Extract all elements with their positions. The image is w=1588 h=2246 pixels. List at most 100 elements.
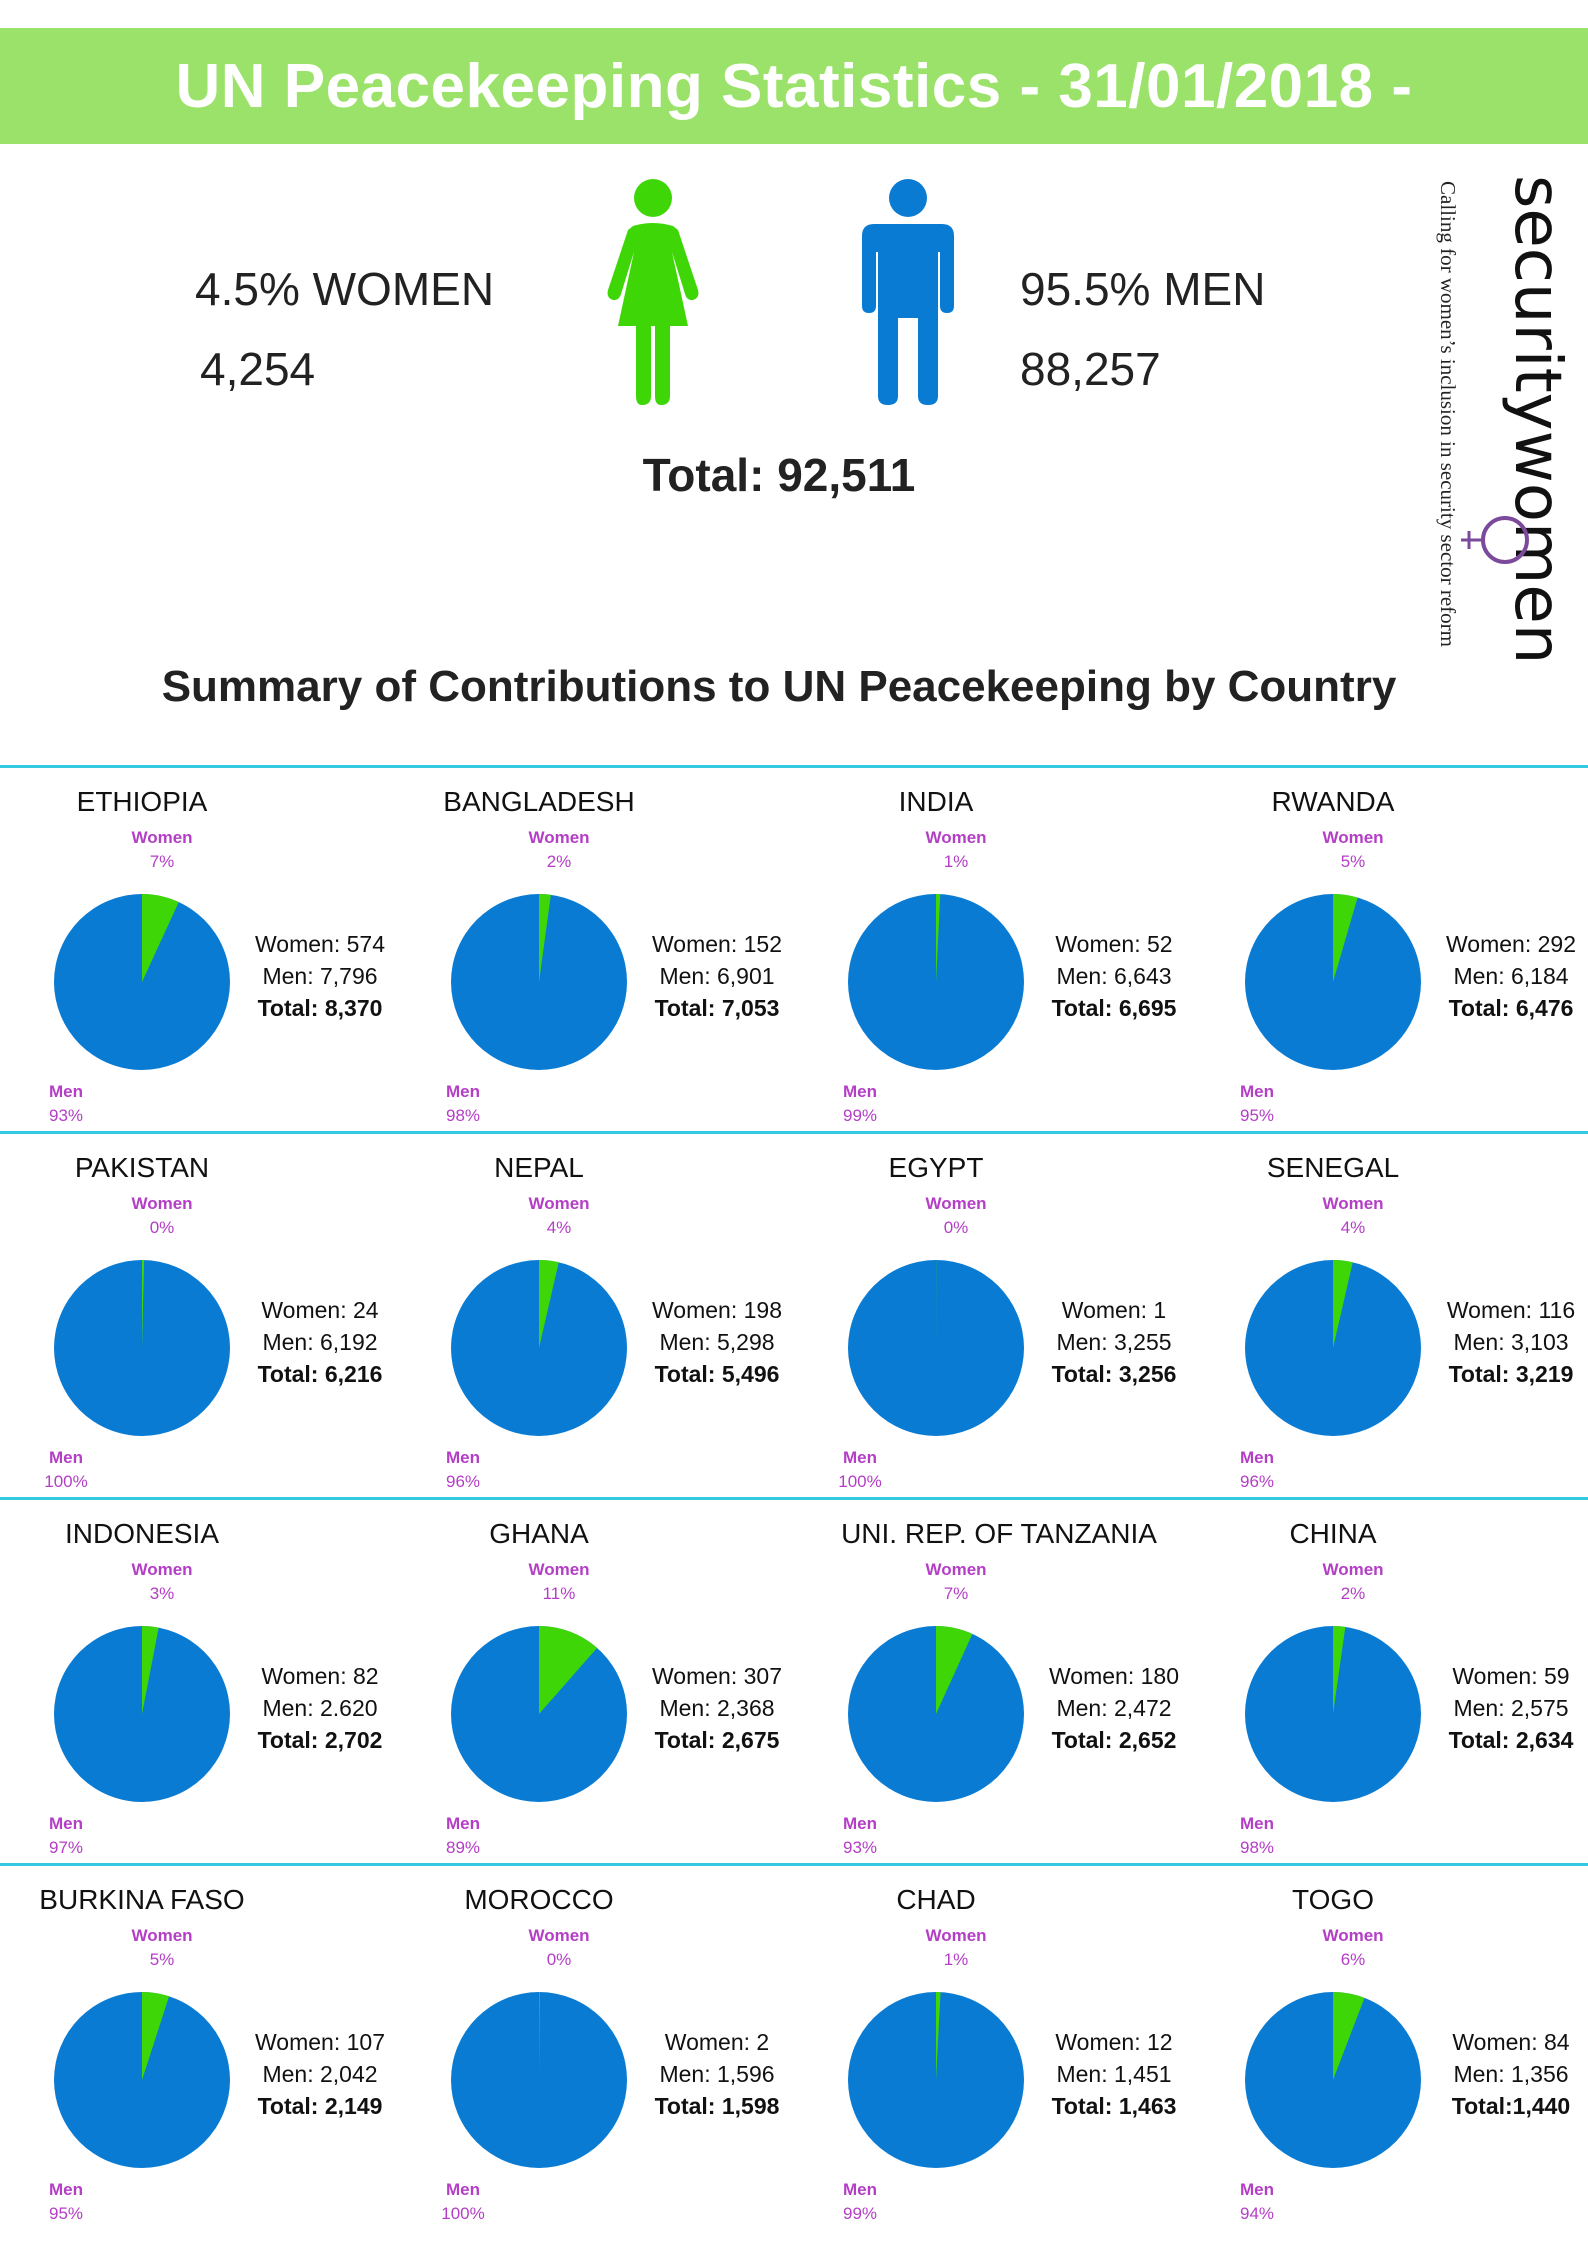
pie-chart (451, 1260, 627, 1436)
country-chart: PAKISTAN Women 0% Men 100% Women: 24 Men: 6,19… (0, 1134, 397, 1500)
total-count-text: Total: 2,652 (1051, 1727, 1177, 1753)
men-percent-label: 97% (48, 1838, 84, 1857)
row-divider (0, 1863, 1588, 1866)
women-label: Women (131, 1926, 193, 1945)
women-percent-label: 11% (542, 1584, 576, 1603)
total-count-text: Total: 2,634 (1448, 1727, 1574, 1753)
country-name: CHINA (1289, 1518, 1377, 1549)
country-counts: Women: 574 Men: 7,796 Total: 8,370 (250, 928, 390, 1024)
men-count-text: Men: 6,192 (262, 1329, 378, 1355)
total-count-text: Total: 8,370 (257, 995, 383, 1021)
country-name: BURKINA FASO (39, 1884, 245, 1915)
pie-slice-women (539, 1260, 559, 1348)
women-label: Women (925, 1560, 987, 1579)
pie-slice-women (936, 894, 941, 982)
men-percent-label: 95% (48, 2204, 84, 2223)
women-count-text: Women: 152 (652, 931, 782, 957)
pie-slice-women (539, 1626, 598, 1714)
men-count-text: Men: 2,042 (262, 2061, 378, 2087)
total-count-text: Total: 6,476 (1448, 995, 1574, 1021)
men-label: Men (843, 1814, 877, 1833)
summary-title: Summary of Contributions to UN Peacekeep… (161, 662, 1397, 711)
pie-slice-women (539, 894, 551, 982)
country-chart: BANGLADESH Women 2% Men 98% Women: 152 Men: 6,… (397, 768, 794, 1134)
women-label: Women (1322, 828, 1384, 847)
pie-slice-women (142, 1626, 159, 1714)
country-counts: Women: 2 Men: 1,596 Total: 1,598 (647, 2026, 787, 2122)
pie-slice-women (936, 1626, 973, 1714)
country-counts: Women: 198 Men: 5,298 Total: 5,496 (647, 1294, 787, 1390)
country-counts: Women: 116 Men: 3,103 Total: 3,219 (1441, 1294, 1581, 1390)
men-count-text: Men: 2,575 (1453, 1695, 1569, 1721)
women-count-text: Women: 12 (1055, 2029, 1173, 2055)
logo-tagline: Calling for women’s inclusion in securit… (1436, 181, 1460, 647)
country-chart: CHINA Women 2% Men 98% Women: 59 Men: 2,575 Tot… (1191, 1500, 1588, 1866)
pie-slice-women (1333, 1992, 1365, 2080)
women-percent-label: 0% (546, 1950, 572, 1969)
women-label: Women (528, 1560, 590, 1579)
men-count-text: Men: 2,368 (659, 1695, 775, 1721)
row-divider (0, 1497, 1588, 1500)
men-label: Men (843, 1082, 877, 1101)
woman-icon (607, 179, 699, 405)
women-count: 4,254 (200, 343, 316, 395)
men-percent-label: 99% (842, 2204, 878, 2223)
men-percent-label: 89% (445, 1838, 481, 1857)
country-chart: BURKINA FASO Women 5% Men 95% Women: 107 Men: … (0, 1866, 397, 2232)
women-count-text: Women: 52 (1055, 931, 1173, 957)
pie-chart (451, 1626, 627, 1802)
women-percent-label: 7% (149, 852, 175, 871)
country-counts: Women: 307 Men: 2,368 Total: 2,675 (647, 1660, 787, 1756)
women-label: Women (528, 828, 590, 847)
country-chart: UNI. REP. OF TANZANIA Women 7% Men 93% Women:… (794, 1500, 1191, 1866)
country-chart: INDONESIA Women 3% Men 97% Women: 82 Men: 2.62… (0, 1500, 397, 1866)
women-label: Women (1322, 1926, 1384, 1945)
pie-slice-women (142, 1992, 170, 2080)
men-count-text: Men: 7,796 (262, 963, 378, 989)
pie-chart (1245, 894, 1421, 1070)
country-chart: GHANA Women 11% Men 89% Women: 307 Men: 2,368 T… (397, 1500, 794, 1866)
pie-chart (451, 1992, 627, 2168)
pie-chart (1245, 1992, 1421, 2168)
pie-chart (54, 1626, 230, 1802)
row-divider (0, 765, 1588, 768)
total-count-text: Total: 6,695 (1051, 995, 1177, 1021)
men-percent-label: 99% (842, 1106, 878, 1125)
men-label: Men (49, 2180, 83, 2199)
men-percent-label: 94% (1239, 2204, 1275, 2223)
men-percent-label: 98% (1239, 1838, 1275, 1857)
row-divider (0, 1131, 1588, 1134)
men-label: Men (446, 1814, 480, 1833)
men-percent-label: 100% (441, 2204, 485, 2223)
men-label: Men (843, 2180, 877, 2199)
men-percent-label: 100% (44, 1472, 88, 1491)
women-percent: 4.5% WOMEN (195, 263, 495, 315)
country-name: EGYPT (888, 1152, 984, 1183)
women-label: Women (131, 1194, 193, 1213)
men-count-text: Men: 2,472 (1056, 1695, 1172, 1721)
pie-chart (451, 894, 627, 1070)
women-percent-label: 7% (943, 1584, 969, 1603)
women-percent-label: 2% (1340, 1584, 1366, 1603)
total-count-text: Total: 5,496 (654, 1361, 780, 1387)
women-count-text: Women: 107 (255, 2029, 385, 2055)
country-name: UNI. REP. OF TANZANIA (841, 1518, 1157, 1549)
men-percent: 95.5% MEN (1020, 263, 1266, 315)
overall-total: Total: 92,511 (642, 449, 916, 501)
women-label: Women (925, 828, 987, 847)
country-counts: Women: 52 Men: 6,643 Total: 6,695 (1044, 928, 1184, 1024)
men-label: Men (1240, 2180, 1274, 2199)
men-count: 88,257 (1020, 343, 1161, 395)
men-label: Men (446, 1448, 480, 1467)
women-percent-label: 4% (1340, 1218, 1366, 1237)
men-count-text: Men: 6,901 (659, 963, 775, 989)
women-count-text: Women: 82 (261, 1663, 379, 1689)
pie-chart (848, 1260, 1024, 1436)
women-label: Women (528, 1926, 590, 1945)
men-percent-label: 95% (1239, 1106, 1275, 1125)
country-name: INDIA (898, 786, 974, 817)
country-name: SENEGAL (1266, 1152, 1400, 1183)
country-counts: Women: 12 Men: 1,451 Total: 1,463 (1044, 2026, 1184, 2122)
total-count-text: Total: 2,675 (654, 1727, 780, 1753)
men-label: Men (843, 1448, 877, 1467)
